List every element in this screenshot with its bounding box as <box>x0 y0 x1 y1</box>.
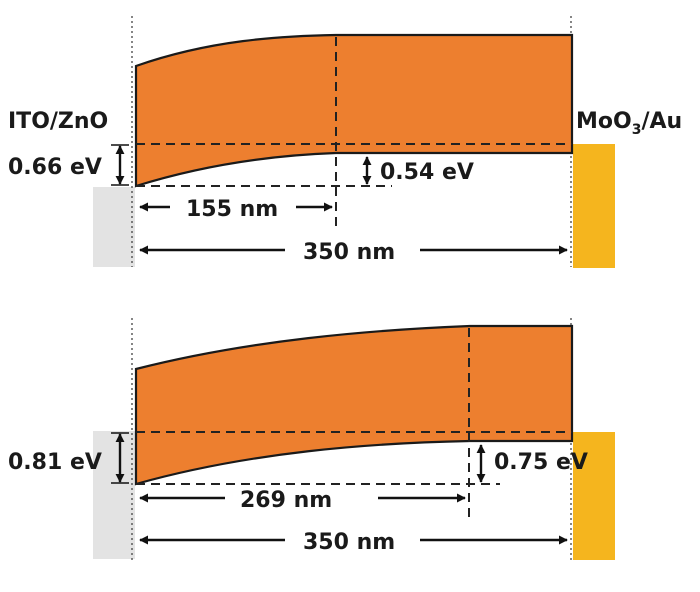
depletion-width-label: 155 nm <box>186 197 278 222</box>
right-electrode-label: MoO3/Au <box>576 109 682 138</box>
total-width-label: 350 nm <box>303 240 395 265</box>
left-bending-label: 0.81 eV <box>8 450 102 475</box>
moo3-au-electrode <box>573 144 615 268</box>
moo3-au-electrode <box>573 432 615 560</box>
right-bending-label: 0.54 eV <box>380 160 474 185</box>
bottom-panel: 0.81 eV 0.75 eV 269 nm 350 nm <box>8 318 615 560</box>
active-layer-band <box>134 33 574 188</box>
active-layer-band <box>134 324 574 486</box>
right-bending-label: 0.75 eV <box>494 450 588 475</box>
total-width-label: 350 nm <box>303 530 395 555</box>
ito-zno-electrode <box>93 187 135 267</box>
top-panel: 0.66 eV 0.54 eV ITO/ZnO MoO3/Au 155 nm 3… <box>8 16 682 268</box>
left-bending-label: 0.66 eV <box>8 155 102 180</box>
left-electrode-label: ITO/ZnO <box>8 109 108 134</box>
ito-zno-electrode <box>93 431 135 559</box>
depletion-width-label: 269 nm <box>240 488 332 513</box>
